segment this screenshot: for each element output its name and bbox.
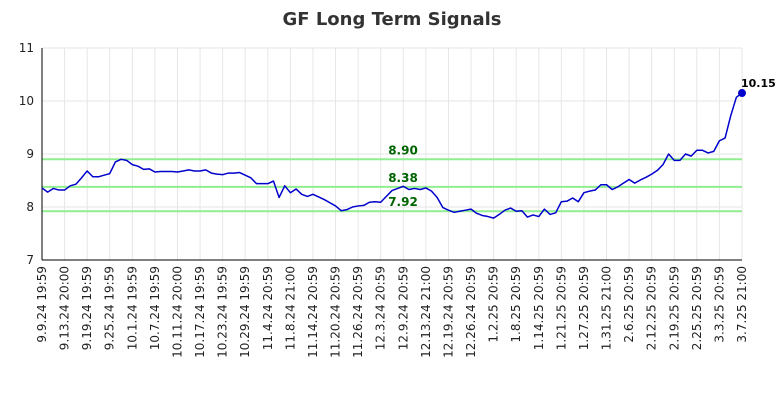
x-tick-label: 9.19.24 19:59 (80, 266, 94, 350)
x-tick-label: 1.21.25 20:59 (554, 266, 568, 350)
reference-lines: 8.90 8.38 7.92 (42, 143, 742, 213)
y-tick-label: 10 (19, 94, 34, 108)
x-tick-label: 9.25.24 19:59 (103, 266, 117, 350)
x-tick-label: 2.25.25 20:59 (690, 266, 704, 350)
y-tick-label: 7 (26, 253, 34, 267)
x-tick-label: 11.26.24 20:59 (351, 266, 365, 358)
x-tick-label: 12.3.24 20:59 (374, 266, 388, 350)
x-tick-label: 1.8.25 20:59 (509, 266, 523, 343)
reference-line-label: 7.92 (388, 195, 418, 209)
x-tick-label: 11.4.24 20:59 (261, 266, 275, 350)
x-tick-label: 11.20.24 20:59 (329, 266, 343, 358)
x-tick-label: 1.27.25 20:59 (577, 266, 591, 350)
axes: 7 8 9 10 11 9.9.24 19:59 9.13.24 20:00 9.19.24 … (19, 41, 749, 358)
x-tick-label: 3.3.25 20:59 (712, 266, 726, 343)
y-tick-label: 8 (26, 200, 34, 214)
chart-title: GF Long Term Signals (283, 9, 502, 30)
last-point-marker (738, 89, 746, 98)
x-tick-label: 10.1.24 19:59 (125, 266, 139, 350)
x-tick-label: 10.17.24 19:59 (193, 266, 207, 358)
x-tick-label: 10.29.24 19:59 (238, 266, 252, 358)
x-tick-label: 1.14.25 20:59 (532, 266, 546, 350)
x-tick-label: 12.19.24 20:59 (441, 266, 455, 358)
x-tick-label: 9.13.24 20:00 (58, 266, 72, 350)
reference-line-label: 8.38 (388, 171, 418, 185)
x-tick-label: 10.11.24 20:00 (170, 266, 184, 358)
x-tick-label: 1.2.25 20:59 (487, 266, 501, 343)
x-tick-label: 9.9.24 19:59 (35, 266, 49, 343)
y-tick-label: 11 (19, 41, 34, 55)
last-point-label: 10.15 (741, 77, 776, 90)
x-tick-label: 11.8.24 21:00 (283, 266, 297, 350)
x-tick-label: 2.6.25 20:59 (622, 266, 636, 343)
series-layer: 10.15 (41, 77, 776, 219)
x-tick-label: 2.19.25 20:59 (667, 266, 681, 350)
x-tick-label: 2.12.25 20:59 (645, 266, 659, 350)
x-tick-label: 10.7.24 19:59 (148, 266, 162, 350)
y-tick-label: 9 (26, 147, 34, 161)
reference-line-label: 8.90 (388, 143, 418, 157)
x-tick-label: 12.13.24 21:00 (419, 266, 433, 358)
series-line (41, 92, 743, 219)
x-tick-label: 12.9.24 20:59 (396, 266, 410, 350)
x-tick-label: 12.26.24 20:59 (464, 266, 478, 358)
x-tick-label: 1.31.25 21:00 (600, 266, 614, 350)
x-tick-label: 10.23.24 19:59 (216, 266, 230, 358)
x-tick-label: 3.7.25 21:00 (735, 266, 749, 343)
x-tick-label: 11.14.24 20:59 (306, 266, 320, 358)
